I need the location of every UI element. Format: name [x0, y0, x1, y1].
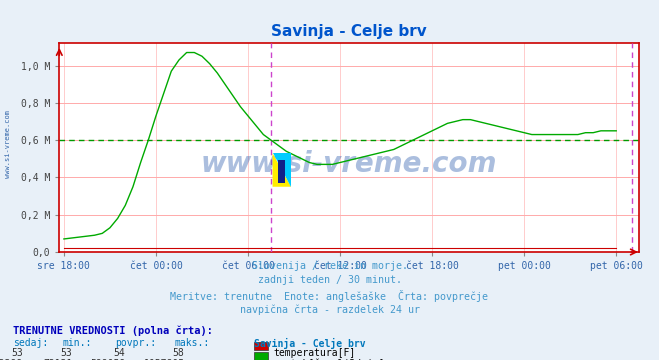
Text: 662399: 662399 [0, 359, 23, 360]
Text: sedaj:: sedaj: [13, 338, 48, 348]
Text: TRENUTNE VREDNOSTI (polna črta):: TRENUTNE VREDNOSTI (polna črta): [13, 326, 213, 336]
Polygon shape [273, 153, 291, 187]
Text: 54: 54 [113, 348, 125, 359]
Title: Savinja - Celje brv: Savinja - Celje brv [272, 24, 427, 39]
Text: www.si-vreme.com: www.si-vreme.com [5, 110, 11, 178]
Text: 58: 58 [173, 348, 185, 359]
Text: pretok[čevelj3/min]: pretok[čevelj3/min] [273, 359, 385, 360]
Text: Slovenija / reke in morje.: Slovenija / reke in morje. [252, 261, 407, 271]
Text: www.si-vreme.com: www.si-vreme.com [201, 150, 498, 178]
Text: min.:: min.: [63, 338, 92, 348]
Text: 1057805: 1057805 [144, 359, 185, 360]
Polygon shape [278, 160, 285, 183]
Text: povpr.:: povpr.: [115, 338, 156, 348]
Text: 72131: 72131 [43, 359, 72, 360]
Text: temperatura[F]: temperatura[F] [273, 348, 356, 359]
Text: maks.:: maks.: [175, 338, 210, 348]
Text: navpična črta - razdelek 24 ur: navpična črta - razdelek 24 ur [239, 304, 420, 315]
Text: 53: 53 [61, 348, 72, 359]
Polygon shape [273, 153, 291, 187]
Text: zadnji teden / 30 minut.: zadnji teden / 30 minut. [258, 275, 401, 285]
Text: Meritve: trenutne  Enote: anglešaške  Črta: povprečje: Meritve: trenutne Enote: anglešaške Črta… [171, 290, 488, 302]
Text: Savinja - Celje brv: Savinja - Celje brv [254, 338, 365, 349]
Text: 53: 53 [11, 348, 23, 359]
Text: 599059: 599059 [90, 359, 125, 360]
